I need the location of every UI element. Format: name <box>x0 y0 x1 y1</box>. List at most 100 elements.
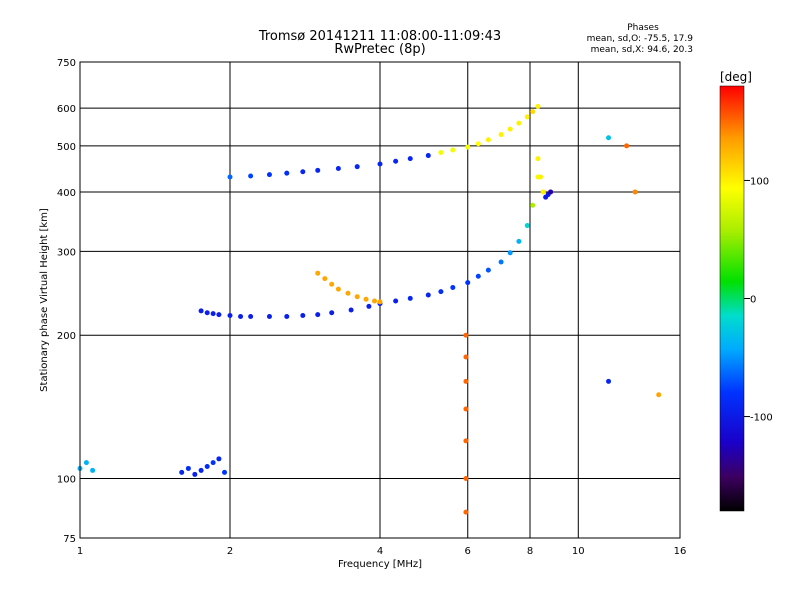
x-tick-label: 16 <box>674 546 687 557</box>
gridlines <box>80 62 680 538</box>
data-point <box>348 307 354 313</box>
colorbar-ticks: 100 0 -100 <box>744 176 773 424</box>
data-point <box>524 114 530 120</box>
data-point <box>83 460 89 466</box>
data-point <box>90 467 96 473</box>
chart-subtitle: RwPretec (8p) <box>334 42 425 57</box>
data-point <box>354 294 360 300</box>
data-point <box>210 311 216 317</box>
data-point <box>516 238 522 244</box>
data-point <box>450 147 456 153</box>
phase-line-o: mean, sd,O: -75.5, 17.9 <box>587 34 694 44</box>
data-point <box>248 313 254 319</box>
data-point <box>656 392 662 398</box>
data-point <box>354 164 360 170</box>
data-point <box>345 290 351 296</box>
data-point <box>498 259 504 265</box>
data-point <box>335 166 341 172</box>
data-point <box>216 456 222 462</box>
data-point <box>192 471 198 477</box>
x-tick-label: 10 <box>572 546 585 557</box>
y-tick-label: 500 <box>57 142 76 153</box>
data-point <box>227 174 233 180</box>
data-point <box>507 126 513 132</box>
data-point <box>393 298 399 304</box>
data-point <box>463 476 469 482</box>
colorbar-gradient <box>719 85 745 512</box>
y-axis-label: Stationary phase Virtual Height [km] <box>39 208 50 392</box>
data-point <box>463 509 469 515</box>
data-point <box>266 313 272 319</box>
phase-line-x: mean, sd,X: 94.6, 20.3 <box>591 45 693 55</box>
data-point <box>377 161 383 167</box>
y-tick-label: 300 <box>57 247 76 258</box>
data-point <box>524 223 530 229</box>
data-point <box>210 460 216 466</box>
data-point <box>329 281 335 287</box>
x-tick-label: 8 <box>527 546 533 557</box>
data-point <box>463 332 469 338</box>
data-point <box>363 296 369 302</box>
data-point <box>548 189 554 195</box>
y-tick-label: 750 <box>57 58 76 69</box>
y-tick-label: 600 <box>57 104 76 115</box>
data-point <box>535 156 541 162</box>
data-point <box>198 308 204 314</box>
data-point <box>284 313 290 319</box>
data-point <box>266 172 272 178</box>
data-point <box>540 189 546 195</box>
data-point <box>284 170 290 176</box>
data-point <box>185 465 191 471</box>
data-point <box>204 463 210 469</box>
data-point <box>507 250 513 256</box>
data-point <box>329 310 335 316</box>
data-point <box>425 292 431 298</box>
data-point <box>530 202 536 208</box>
data-point <box>463 378 469 384</box>
data-point <box>463 354 469 360</box>
data-point <box>425 153 431 159</box>
colorbar-tick-label: 0 <box>750 295 756 306</box>
data-point <box>606 135 612 141</box>
data-point <box>606 378 612 384</box>
data-point <box>393 158 399 164</box>
y-tick-label: 75 <box>63 534 76 545</box>
data-point <box>315 270 321 276</box>
data-point <box>372 298 378 304</box>
data-point <box>407 295 413 301</box>
x-axis-label: Frequency [MHz] <box>338 559 422 570</box>
data-point <box>227 313 233 319</box>
data-point <box>463 406 469 412</box>
data-point <box>179 469 185 475</box>
data-point <box>475 141 481 147</box>
colorbar-tick-label: 100 <box>750 176 769 187</box>
chart-title: Tromsø 20141211 11:08:00-11:09:43 <box>258 29 501 44</box>
phase-heading: Phases <box>627 23 659 33</box>
data-point <box>322 276 328 282</box>
data-point <box>485 137 491 143</box>
x-tick-label: 1 <box>77 546 83 557</box>
data-points <box>77 103 662 515</box>
data-point <box>377 299 383 305</box>
plot-frame <box>79 61 681 539</box>
y-tick-label: 200 <box>57 331 76 342</box>
data-point <box>535 103 541 109</box>
data-point <box>300 313 306 319</box>
data-point <box>516 120 522 126</box>
data-point <box>438 150 444 156</box>
data-point <box>475 273 481 279</box>
data-point <box>465 144 471 150</box>
data-point <box>248 173 254 179</box>
data-point <box>530 109 536 115</box>
data-point <box>463 438 469 444</box>
colorbar-label: [deg] <box>720 70 752 84</box>
data-point <box>538 174 544 180</box>
x-axis: 1 2 4 6 8 10 16 <box>77 546 687 557</box>
colorbar: [deg] 100 0 -100 <box>719 70 773 512</box>
data-point <box>204 310 210 316</box>
x-tick-label: 4 <box>377 546 383 557</box>
data-point <box>335 286 341 292</box>
data-point <box>315 312 321 318</box>
y-tick-label: 100 <box>57 475 76 486</box>
